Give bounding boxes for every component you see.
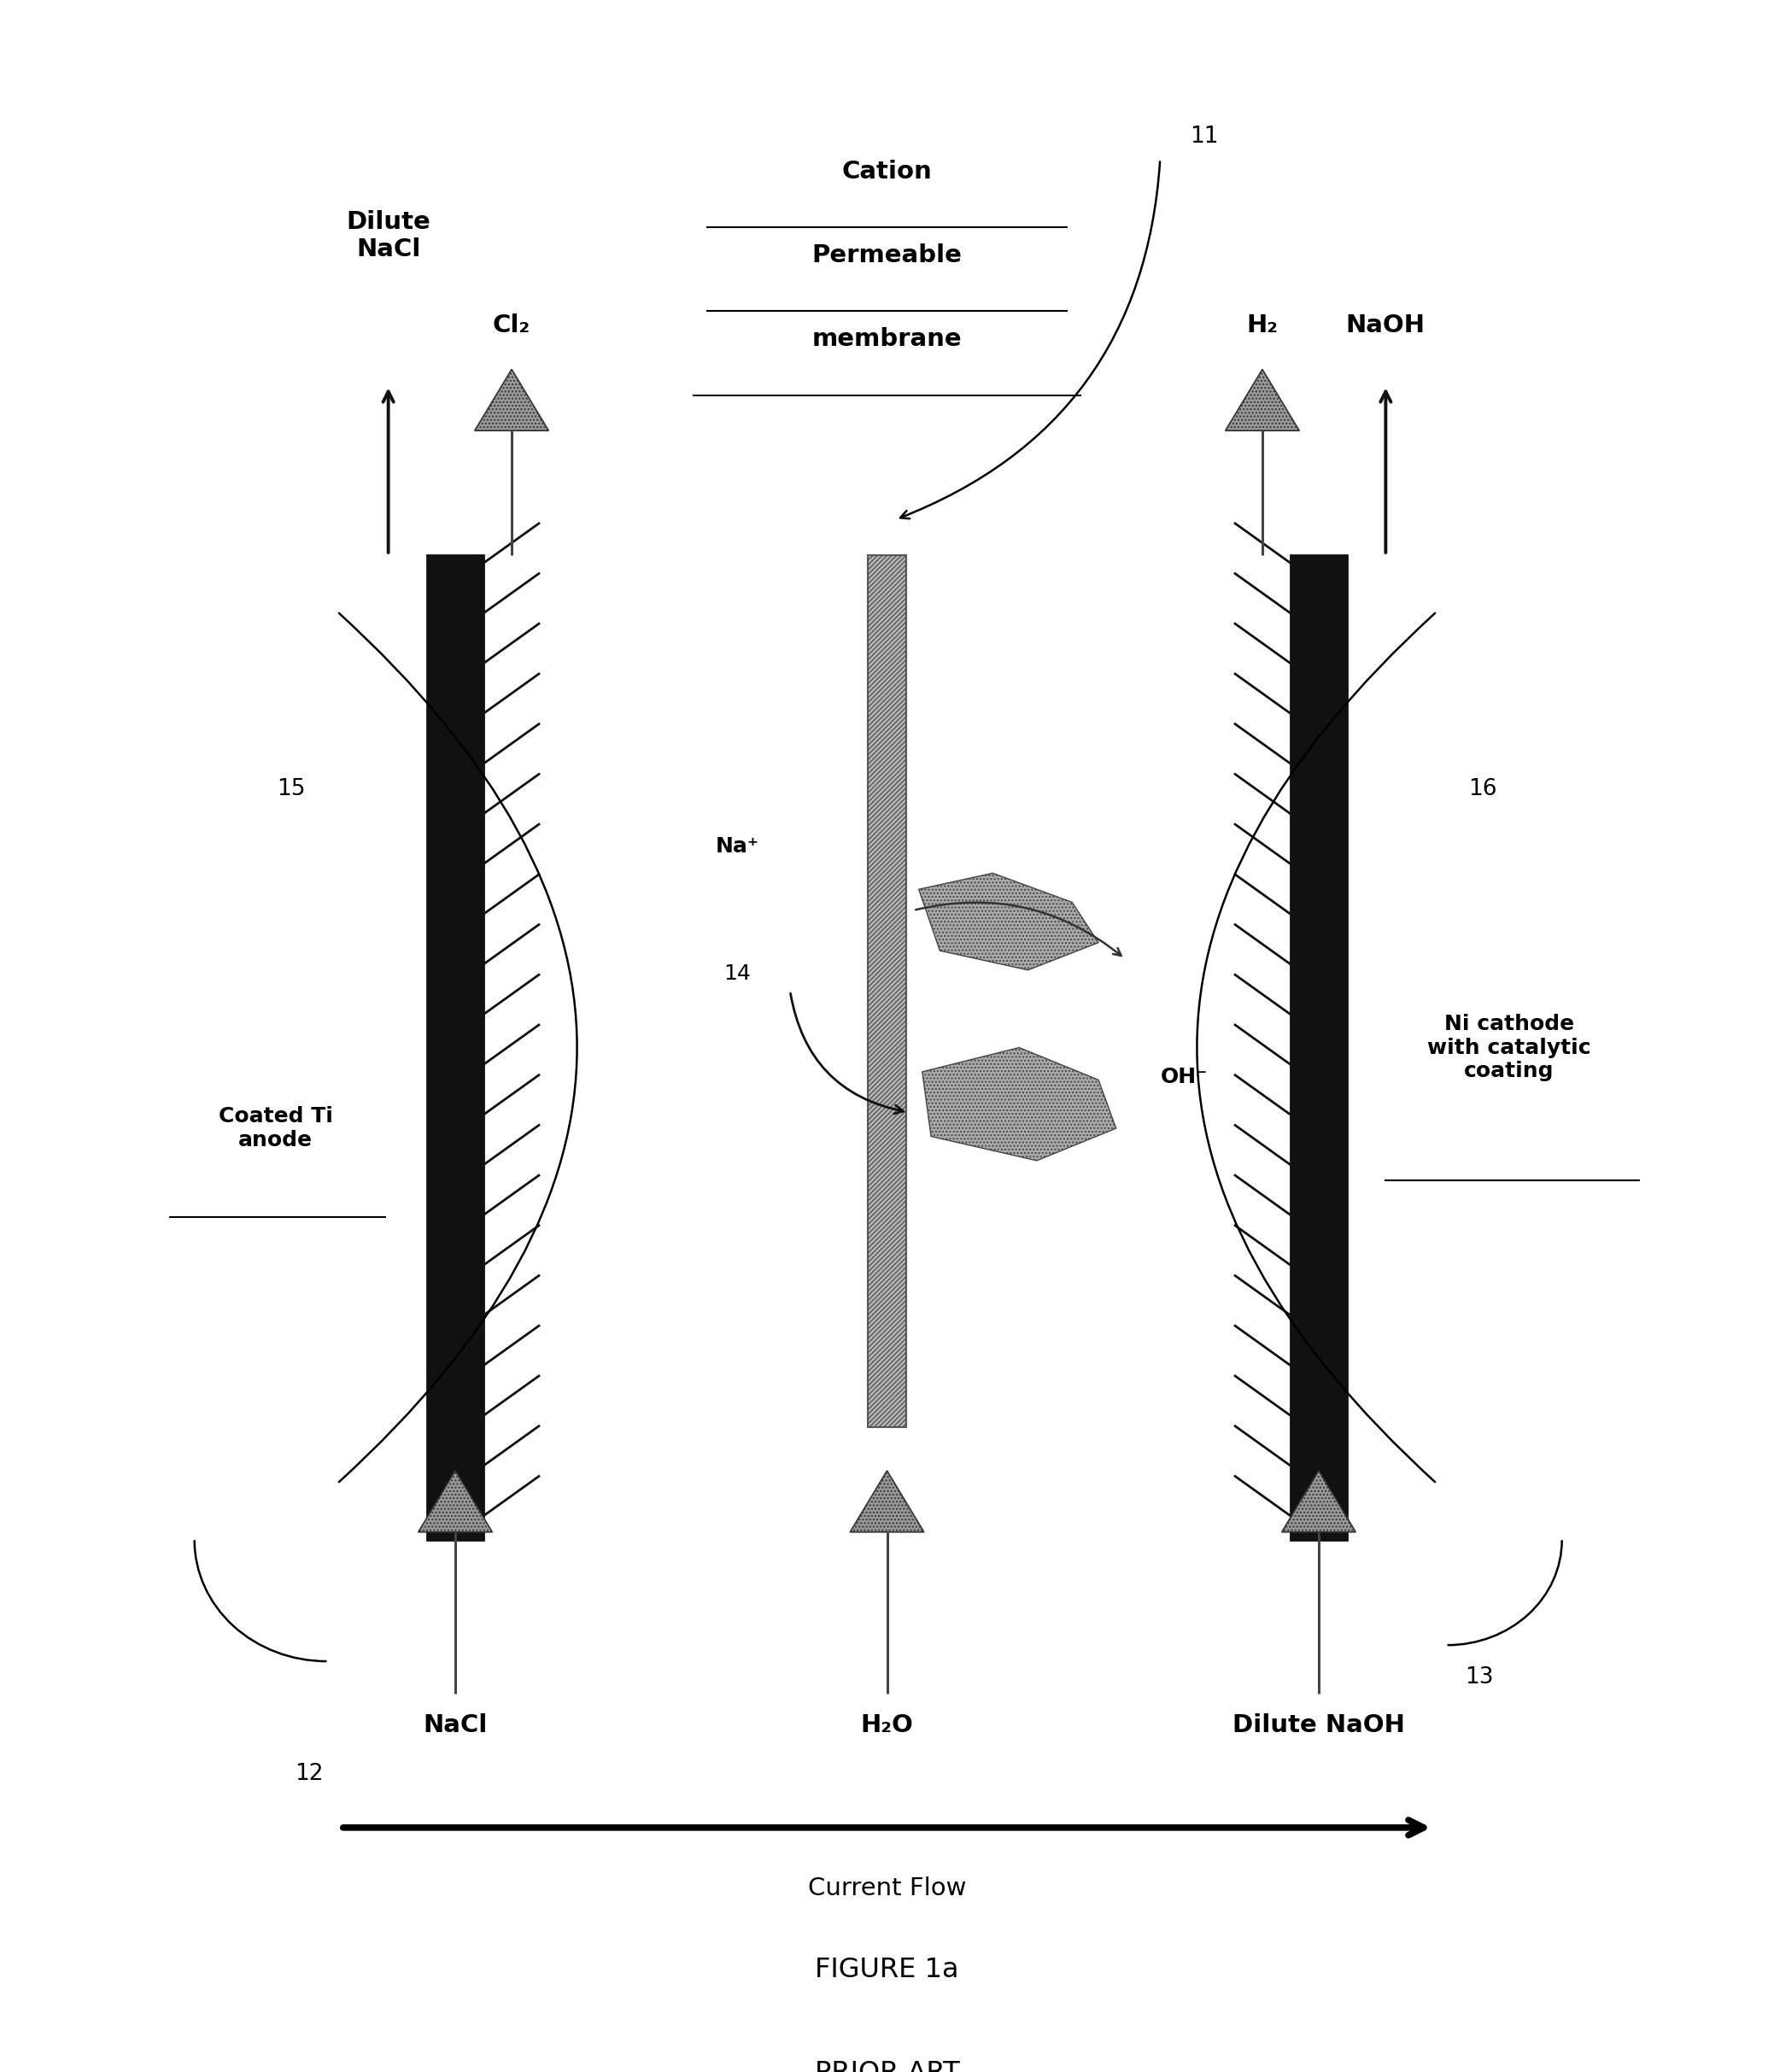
Bar — [1290, 555, 1346, 1539]
Text: PRIOR ART: PRIOR ART — [814, 2060, 960, 2072]
Polygon shape — [850, 1471, 924, 1531]
Text: Coated Ti
anode: Coated Ti anode — [218, 1106, 334, 1150]
Text: membrane: membrane — [812, 327, 962, 352]
Polygon shape — [419, 1471, 491, 1531]
Text: Dilute NaOH: Dilute NaOH — [1233, 1714, 1405, 1736]
Text: 12: 12 — [294, 1763, 323, 1786]
Text: Cation: Cation — [843, 160, 931, 182]
Bar — [867, 555, 907, 1428]
Polygon shape — [475, 369, 548, 431]
Text: Cl₂: Cl₂ — [493, 313, 530, 338]
Text: Permeable: Permeable — [812, 242, 962, 267]
Text: Dilute
NaCl: Dilute NaCl — [346, 211, 431, 261]
Text: 16: 16 — [1469, 779, 1497, 800]
Text: OH⁻: OH⁻ — [1160, 1067, 1208, 1088]
Text: 14: 14 — [724, 963, 750, 984]
Text: 15: 15 — [277, 779, 305, 800]
Polygon shape — [919, 872, 1098, 970]
Bar — [428, 555, 484, 1539]
Text: H₂O: H₂O — [860, 1714, 914, 1736]
Text: 13: 13 — [1465, 1666, 1494, 1689]
Text: 11: 11 — [1190, 126, 1219, 147]
Text: Na⁺: Na⁺ — [715, 837, 759, 858]
Text: H₂: H₂ — [1247, 313, 1277, 338]
Polygon shape — [922, 1048, 1116, 1160]
Text: NaCl: NaCl — [422, 1714, 488, 1736]
Text: FIGURE 1a: FIGURE 1a — [814, 1956, 960, 1983]
Text: Ni cathode
with catalytic
coating: Ni cathode with catalytic coating — [1428, 1013, 1591, 1082]
Polygon shape — [1226, 369, 1299, 431]
Text: Current Flow: Current Flow — [807, 1875, 967, 1900]
Text: NaOH: NaOH — [1346, 313, 1425, 338]
Polygon shape — [1283, 1471, 1355, 1531]
